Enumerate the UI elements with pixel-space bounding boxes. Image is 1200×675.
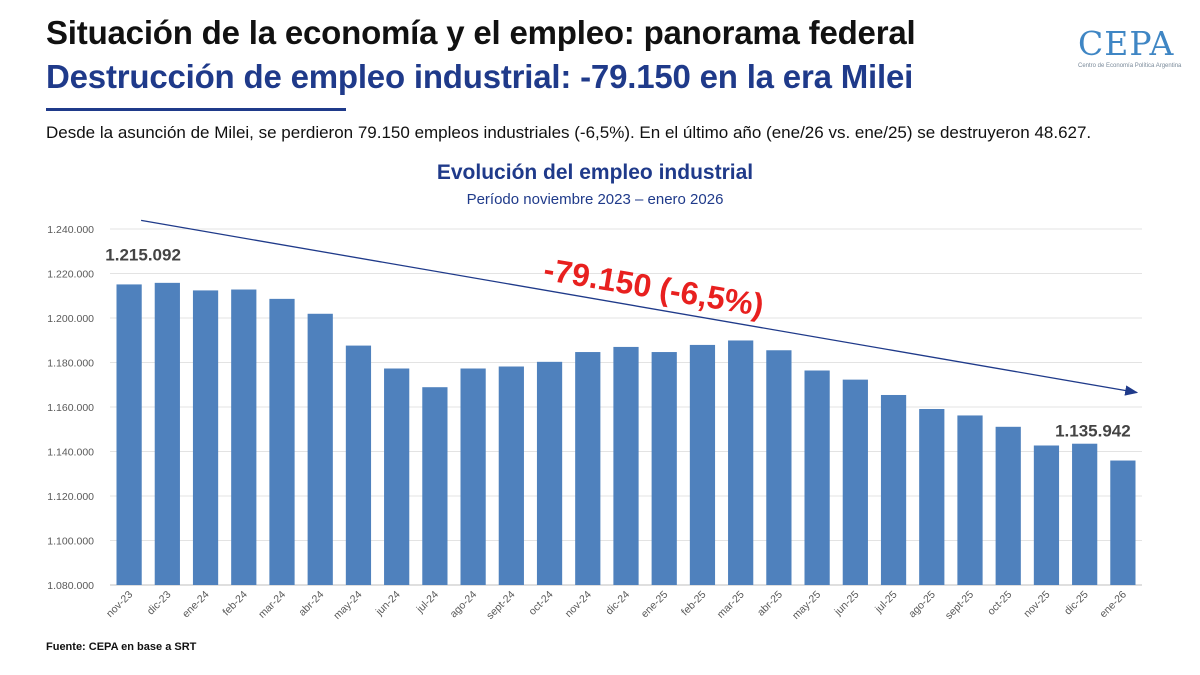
bar-ene-24 [192, 290, 219, 585]
bar-ene-26 [1110, 460, 1136, 585]
x-tick-label: mar-25 [715, 589, 747, 621]
x-tick-label: ago-24 [448, 589, 480, 621]
summary-text: Desde la asunción de Milei, se perdieron… [46, 123, 1092, 142]
bar-nov-23 [116, 284, 142, 585]
x-tick-label: jul-24 [414, 589, 441, 616]
y-tick-label: 1.220.000 [47, 269, 94, 281]
x-axis-ticks: nov-23 dic-23 ene-24 feb-24 mar-24 abr-24 may-… [104, 589, 1129, 622]
x-tick-label: ene-25 [639, 589, 671, 621]
x-tick-label: sept-25 [943, 589, 976, 622]
x-tick-label: ago-25 [906, 589, 938, 621]
logo-text: CEPA [1078, 24, 1175, 63]
bar-dic-25 [1072, 443, 1098, 585]
page-subtitle: Destrucción de empleo industrial: -79.15… [46, 58, 914, 95]
change-annotation: -79.150 (-6,5%) [541, 251, 766, 323]
bar-feb-24 [231, 289, 257, 585]
source-note: Fuente: CEPA en base a SRT [46, 641, 197, 653]
bar-nov-24 [575, 352, 601, 585]
trend-arrow [141, 219, 1139, 396]
x-tick-label: feb-24 [220, 589, 250, 619]
data-label-first: 1.215.092 [105, 245, 181, 264]
y-tick-label: 1.180.000 [47, 358, 94, 370]
cepa-logo: CEPA Centro de Economía Política Argenti… [1078, 24, 1182, 70]
bar-nov-25 [1033, 445, 1060, 585]
bar-jul-25 [880, 394, 907, 585]
bar-oct-24 [536, 361, 563, 585]
page-title: Situación de la economía y el empleo: pa… [46, 14, 916, 51]
chart-title: Evolución del empleo industrial [436, 161, 754, 184]
y-tick-label: 1.120.000 [47, 491, 94, 503]
bars [116, 282, 1136, 585]
x-tick-label: dic-25 [1062, 589, 1091, 618]
x-tick-label: may-24 [331, 589, 364, 622]
title-underline [46, 108, 346, 111]
y-tick-label: 1.100.000 [47, 536, 94, 548]
x-tick-label: oct-25 [985, 589, 1014, 618]
x-tick-label: nov-23 [104, 589, 135, 620]
x-tick-label: ene-24 [180, 589, 212, 621]
bar-ago-25 [919, 409, 945, 585]
bar-mar-25 [728, 340, 754, 585]
x-tick-label: oct-24 [527, 589, 556, 618]
x-tick-label: jun-25 [832, 589, 862, 619]
x-tick-label: dic-23 [145, 589, 174, 618]
bar-ago-24 [460, 368, 486, 585]
y-tick-label: 1.240.000 [47, 224, 94, 236]
bar-dic-24 [613, 346, 639, 585]
x-tick-label: abr-25 [755, 589, 785, 619]
y-tick-label: 1.140.000 [47, 447, 94, 459]
x-tick-label: ene-26 [1097, 589, 1129, 621]
x-tick-label: abr-24 [296, 589, 326, 619]
bar-may-25 [804, 370, 830, 585]
bar-ene-25 [651, 352, 677, 585]
x-tick-label: feb-25 [679, 589, 709, 619]
chart-subtitle: Período noviembre 2023 – enero 2026 [466, 191, 724, 208]
bar-sept-25 [957, 415, 983, 585]
x-tick-label: mar-24 [256, 589, 288, 621]
bar-abr-25 [766, 350, 792, 585]
bar-sept-24 [498, 366, 524, 585]
x-tick-label: nov-24 [563, 589, 594, 620]
x-tick-label: sept-24 [484, 589, 517, 622]
bar-jun-25 [842, 379, 868, 585]
bar-feb-25 [689, 344, 716, 585]
bar-jul-24 [422, 387, 448, 585]
y-axis-ticks: 1.080.000 1.100.000 1.120.000 1.140.000 1.16… [47, 224, 94, 592]
data-label-last: 1.135.942 [1055, 422, 1131, 441]
bar-mar-24 [269, 298, 295, 585]
logo-subtext: Centro de Economía Política Argentina [1078, 63, 1182, 69]
y-tick-label: 1.200.000 [47, 313, 94, 325]
x-tick-label: nov-25 [1021, 589, 1052, 620]
bar-dic-23 [154, 282, 180, 585]
bar-jun-24 [384, 368, 410, 585]
y-tick-label: 1.160.000 [47, 402, 94, 414]
x-tick-label: jul-25 [872, 589, 899, 616]
bar-abr-24 [307, 313, 333, 585]
x-tick-label: may-25 [790, 589, 823, 622]
y-tick-label: 1.080.000 [47, 580, 94, 592]
bar-oct-25 [995, 426, 1021, 585]
x-tick-label: jun-24 [373, 589, 403, 619]
x-tick-label: dic-24 [603, 589, 632, 618]
bar-may-24 [345, 345, 372, 585]
